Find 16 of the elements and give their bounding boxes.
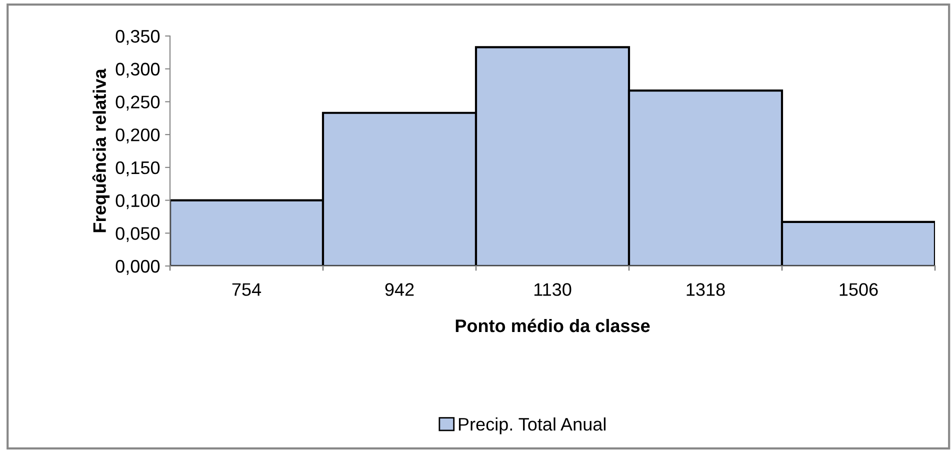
y-tick-label: 0,000	[116, 260, 160, 275]
x-tick-label: 754	[232, 283, 262, 296]
x-tick-label: 1318	[686, 283, 725, 296]
y-tick-label: 0,050	[116, 227, 160, 242]
x-tick-label: 1506	[840, 283, 878, 296]
y-tick-label: 0,350	[116, 30, 160, 45]
x-tick-label: 942	[385, 283, 414, 296]
x-axis-title: Ponto médio da classe	[456, 318, 650, 332]
y-tick-label: 0,250	[116, 96, 160, 111]
y-axis-title: Frequência relativa	[92, 68, 110, 232]
y-tick-label: 0,150	[116, 161, 160, 176]
y-tick-label: 0,100	[116, 194, 160, 210]
legend-label: Precip. Total Anual	[458, 417, 606, 434]
x-tick-label: 1130	[534, 283, 572, 296]
y-tick-label: 0,300	[116, 62, 160, 78]
y-tick-label: 0,200	[116, 128, 160, 144]
